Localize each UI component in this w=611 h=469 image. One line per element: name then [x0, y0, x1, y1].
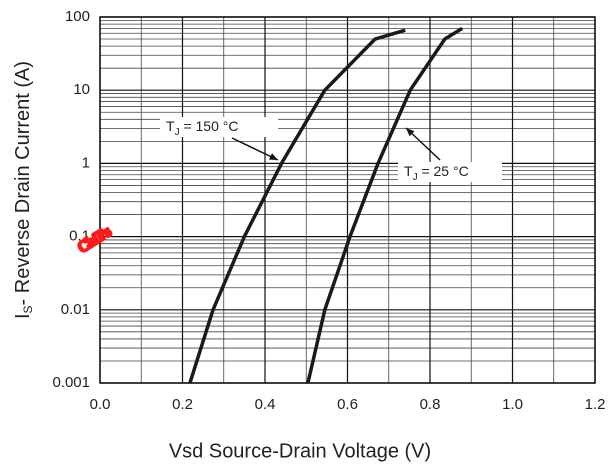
arrow-head: [406, 128, 415, 137]
series-line: [306, 26, 464, 384]
annotation-box: [160, 117, 278, 137]
annotation-box: [398, 162, 502, 182]
y-tick-label: 0.1: [69, 228, 90, 245]
x-axis-title: Vsd Source-Drain Voltage (V): [169, 440, 431, 462]
x-tick-label: 0.8: [420, 396, 441, 413]
series-line: [188, 28, 406, 384]
x-tick-label: 0.0: [90, 396, 111, 413]
y-tick-label: 10: [73, 81, 90, 98]
series-label: TJ = 150 °C: [166, 118, 238, 138]
y-tick-label: 0.01: [61, 301, 90, 318]
x-tick-label: 1.0: [502, 396, 523, 413]
x-tick-label: 1.2: [585, 396, 606, 413]
series-label: TJ = 25 °C: [404, 163, 469, 183]
label-sub: J: [175, 127, 180, 138]
y-tick-label: 0.001: [52, 374, 90, 391]
label-main: T: [404, 163, 413, 179]
y-tick-label: 100: [65, 8, 90, 25]
label-rest: = 25 °C: [418, 163, 469, 179]
plot-frame: [99, 16, 596, 384]
annotation-arrow: [231, 137, 279, 161]
x-tick-label: 0.6: [337, 396, 358, 413]
label-main: T: [166, 118, 175, 134]
x-tick-label: 0.2: [172, 396, 193, 413]
arrow-head: [269, 153, 278, 160]
label-sub: J: [413, 172, 418, 183]
y-axis-title: IS- Reverse Drain Current (A): [12, 61, 35, 319]
label-rest: = 150 °C: [180, 118, 239, 134]
y-tick-label: 1: [82, 154, 90, 171]
x-tick-label: 0.4: [255, 396, 276, 413]
